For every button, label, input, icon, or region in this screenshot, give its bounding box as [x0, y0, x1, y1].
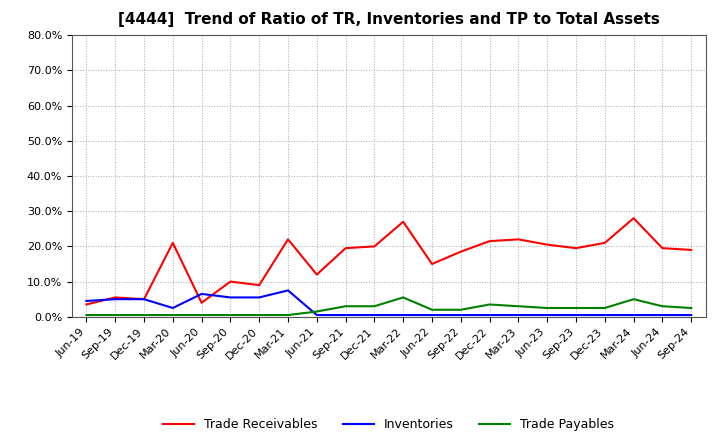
Line: Inventories: Inventories	[86, 290, 691, 315]
Trade Payables	[111, 312, 120, 318]
Trade Payables	[485, 302, 494, 307]
Inventories	[284, 288, 292, 293]
Inventories	[543, 312, 552, 318]
Trade Receivables	[197, 300, 206, 305]
Trade Receivables	[341, 246, 350, 251]
Inventories	[82, 298, 91, 304]
Trade Payables	[456, 307, 465, 312]
Title: [4444]  Trend of Ratio of TR, Inventories and TP to Total Assets: [4444] Trend of Ratio of TR, Inventories…	[118, 12, 660, 27]
Trade Receivables	[600, 240, 609, 246]
Trade Payables	[370, 304, 379, 309]
Inventories	[572, 312, 580, 318]
Inventories	[197, 291, 206, 297]
Trade Payables	[255, 312, 264, 318]
Line: Trade Payables: Trade Payables	[86, 297, 691, 315]
Inventories	[485, 312, 494, 318]
Trade Payables	[168, 312, 177, 318]
Trade Receivables	[140, 297, 148, 302]
Trade Payables	[428, 307, 436, 312]
Inventories	[140, 297, 148, 302]
Inventories	[399, 312, 408, 318]
Inventories	[629, 312, 638, 318]
Trade Payables	[197, 312, 206, 318]
Trade Payables	[600, 305, 609, 311]
Trade Payables	[399, 295, 408, 300]
Inventories	[687, 312, 696, 318]
Trade Payables	[226, 312, 235, 318]
Trade Payables	[572, 305, 580, 311]
Trade Receivables	[312, 272, 321, 277]
Inventories	[370, 312, 379, 318]
Inventories	[226, 295, 235, 300]
Trade Receivables	[456, 249, 465, 254]
Legend: Trade Receivables, Inventories, Trade Payables: Trade Receivables, Inventories, Trade Pa…	[158, 413, 619, 436]
Trade Receivables	[111, 295, 120, 300]
Trade Receivables	[572, 246, 580, 251]
Trade Receivables	[428, 261, 436, 267]
Trade Payables	[629, 297, 638, 302]
Trade Receivables	[543, 242, 552, 247]
Trade Payables	[341, 304, 350, 309]
Trade Receivables	[82, 302, 91, 307]
Trade Payables	[543, 305, 552, 311]
Trade Payables	[514, 304, 523, 309]
Trade Receivables	[629, 216, 638, 221]
Trade Receivables	[255, 282, 264, 288]
Inventories	[456, 312, 465, 318]
Inventories	[341, 312, 350, 318]
Inventories	[255, 295, 264, 300]
Trade Payables	[312, 309, 321, 314]
Inventories	[111, 297, 120, 302]
Trade Receivables	[399, 219, 408, 224]
Inventories	[428, 312, 436, 318]
Inventories	[514, 312, 523, 318]
Trade Payables	[140, 312, 148, 318]
Trade Payables	[687, 305, 696, 311]
Inventories	[312, 312, 321, 318]
Line: Trade Receivables: Trade Receivables	[86, 218, 691, 304]
Trade Receivables	[485, 238, 494, 244]
Trade Receivables	[284, 237, 292, 242]
Trade Payables	[284, 312, 292, 318]
Trade Receivables	[687, 247, 696, 253]
Trade Receivables	[168, 240, 177, 246]
Trade Payables	[658, 304, 667, 309]
Inventories	[168, 305, 177, 311]
Trade Receivables	[226, 279, 235, 284]
Trade Payables	[82, 312, 91, 318]
Trade Receivables	[370, 244, 379, 249]
Trade Receivables	[658, 246, 667, 251]
Trade Receivables	[514, 237, 523, 242]
Inventories	[600, 312, 609, 318]
Inventories	[658, 312, 667, 318]
